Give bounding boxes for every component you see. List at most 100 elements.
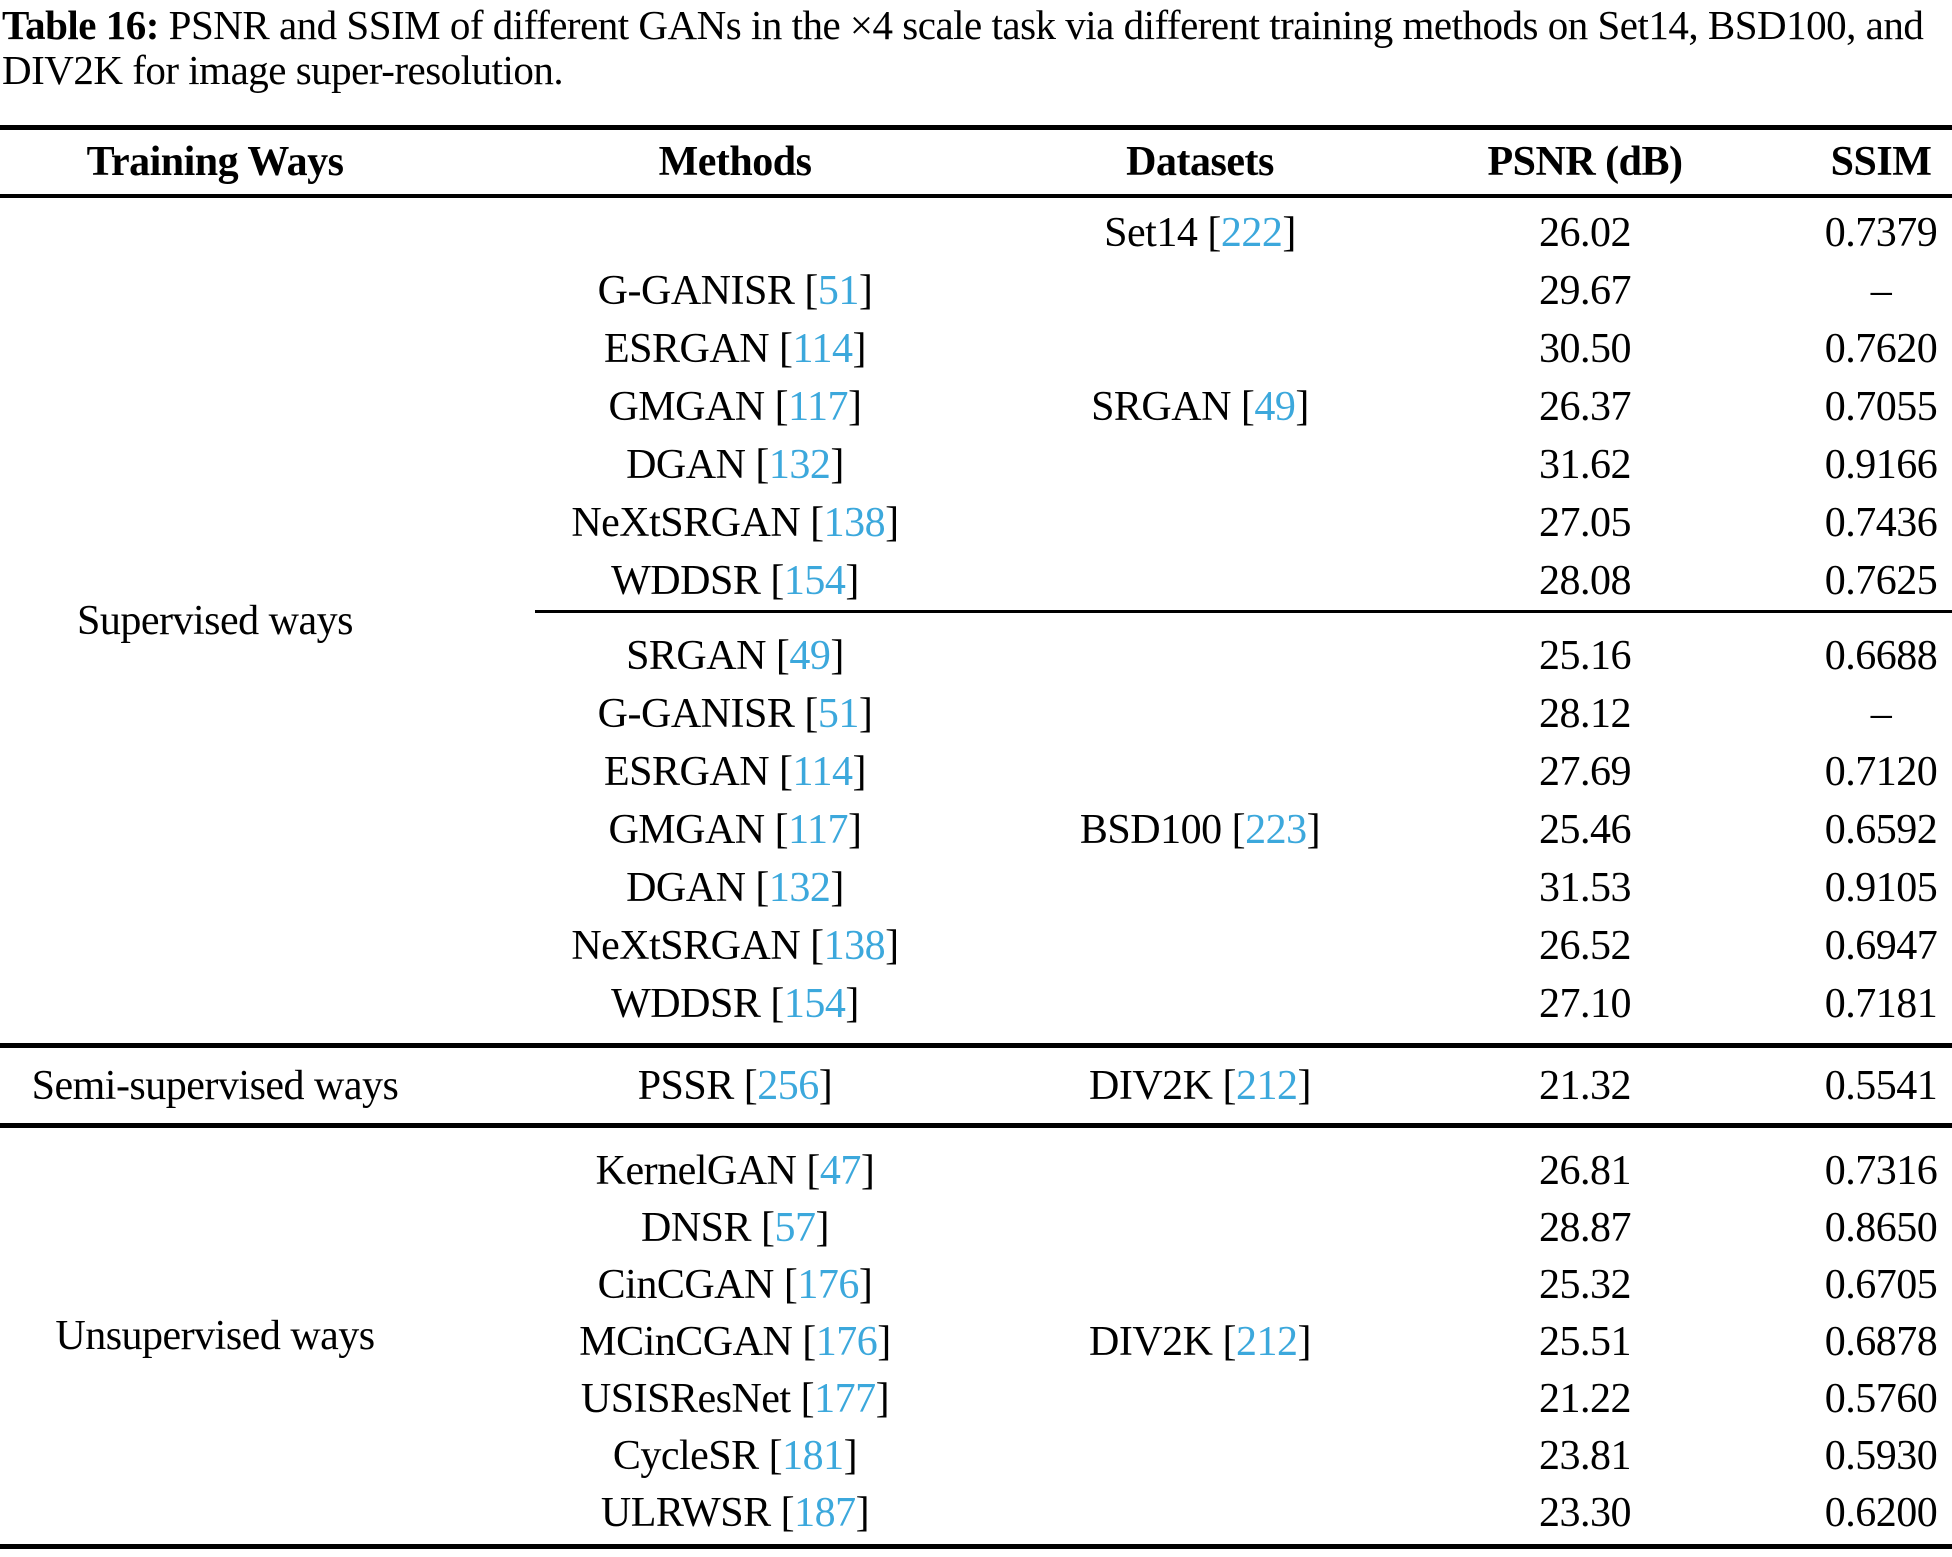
dataset-name: SRGAN [ — [1091, 384, 1255, 430]
citation-link[interactable]: 256 — [757, 1062, 819, 1109]
cell-ssim: 0.5930 — [1824, 1432, 1938, 1479]
citation-link[interactable]: 117 — [788, 807, 849, 853]
cell-dataset — [1040, 1256, 1360, 1313]
citation-link[interactable]: 49 — [1254, 384, 1296, 430]
cell-ssim: 0.7055 — [1824, 384, 1938, 430]
bracket: ] — [845, 981, 859, 1027]
citation-link[interactable]: 212 — [1235, 1318, 1298, 1365]
citation-link[interactable]: 177 — [814, 1375, 876, 1422]
cell-psnr: 29.67 — [1539, 268, 1632, 314]
cell-dataset: DIV2K [212] — [1040, 1048, 1360, 1123]
method-name: CinCGAN [ — [597, 1261, 798, 1308]
citation-link[interactable]: 154 — [783, 981, 846, 1027]
cell-method: SRGAN [49] — [430, 627, 1040, 685]
citation-link[interactable]: 223 — [1245, 807, 1307, 853]
citation-link[interactable]: 57 — [774, 1204, 817, 1251]
cell-dataset — [1040, 1199, 1360, 1256]
cell-method: NeXtSRGAN [138] — [430, 494, 1040, 552]
bracket: ] — [845, 558, 859, 604]
citation-link[interactable]: 176 — [815, 1318, 878, 1365]
section-unsupervised: Unsupervised ways KernelGAN [47] 26.81 0… — [0, 1128, 1952, 1544]
citation-link[interactable]: 117 — [788, 384, 849, 430]
cell-psnr: 25.51 — [1539, 1318, 1632, 1365]
cell-psnr: 28.08 — [1539, 558, 1632, 604]
cell-ssim: 0.6200 — [1824, 1489, 1938, 1536]
bracket: ] — [830, 865, 844, 911]
cell-method: CycleSR [181] — [430, 1427, 1040, 1484]
bracket: ] — [860, 1147, 875, 1194]
cell-ssim: 0.6878 — [1824, 1318, 1938, 1365]
citation-link[interactable]: 132 — [768, 865, 831, 911]
caption-line1: PSNR and SSIM of different GANs in the ×… — [158, 2, 1924, 48]
cell-dataset — [1040, 627, 1360, 685]
citation-link[interactable]: 51 — [817, 268, 860, 314]
cell-dataset — [1040, 1427, 1360, 1484]
cell-method: DNSR [57] — [430, 1199, 1040, 1256]
cell-psnr: 27.69 — [1539, 749, 1632, 795]
cell-psnr: 30.50 — [1539, 326, 1632, 372]
cell-ssim: 0.6688 — [1824, 633, 1938, 679]
cell-method: G-GANISR [51] — [430, 685, 1040, 743]
cell-ssim: 0.5541 — [1824, 1062, 1938, 1109]
bracket: ] — [885, 500, 899, 546]
dataset-name: DIV2K [ — [1089, 1318, 1236, 1365]
cell-dataset — [1040, 1142, 1360, 1199]
citation-link[interactable]: 138 — [823, 923, 886, 969]
cell-dataset: DIV2K [212] — [1040, 1313, 1360, 1370]
method-name: G-GANISR [ — [597, 268, 819, 314]
section-label-unsupervised: Unsupervised ways — [55, 1313, 375, 1359]
cell-dataset — [1040, 262, 1360, 320]
citation-link[interactable]: 47 — [819, 1147, 862, 1194]
header-psnr: PSNR (dB) — [1487, 139, 1683, 185]
section-supervised: Supervised ways Set14 [222] 26.02 0.7379… — [0, 198, 1952, 1043]
method-name: DNSR [ — [640, 1204, 775, 1251]
citation-link[interactable]: 49 — [789, 633, 831, 679]
table-caption: Table 16: PSNR and SSIM of different GAN… — [0, 0, 1952, 93]
method-name: WDDSR [ — [611, 558, 784, 604]
cell-dataset — [1040, 859, 1360, 917]
cell-psnr: 28.12 — [1539, 691, 1632, 737]
citation-link[interactable]: 132 — [768, 442, 831, 488]
citation-link[interactable]: 212 — [1235, 1062, 1298, 1109]
bracket: ] — [1282, 210, 1296, 256]
citation-link[interactable]: 114 — [792, 749, 853, 795]
header-datasets: Datasets — [1126, 139, 1274, 185]
citation-link[interactable]: 138 — [823, 500, 886, 546]
section-rule-1 — [0, 1043, 1952, 1048]
bracket: ] — [852, 749, 866, 795]
citation-link[interactable]: 222 — [1220, 210, 1283, 256]
cell-psnr: 27.10 — [1539, 981, 1632, 1027]
bracket: ] — [877, 1318, 891, 1365]
cell-method: CinCGAN [176] — [430, 1256, 1040, 1313]
cell-ssim: 0.9105 — [1824, 865, 1938, 911]
citation-link[interactable]: 181 — [782, 1432, 844, 1479]
method-name: WDDSR [ — [611, 981, 784, 1027]
citation-link[interactable]: 114 — [792, 326, 853, 372]
cell-psnr: 28.87 — [1539, 1204, 1632, 1251]
cell-dataset: BSD100 [223] — [1040, 801, 1360, 859]
cell-psnr: 27.05 — [1539, 500, 1632, 546]
dataset-name: BSD100 [ — [1079, 807, 1246, 853]
method-name: GMGAN [ — [608, 807, 789, 853]
cell-ssim: 0.7316 — [1824, 1147, 1938, 1194]
bracket: ] — [1297, 1062, 1311, 1109]
table-top-rule — [0, 125, 1952, 130]
cell-method: GMGAN [117] — [430, 801, 1040, 859]
bracket: ] — [1306, 807, 1321, 853]
method-name: NeXtSRGAN [ — [571, 500, 824, 546]
table-bottom-rule — [0, 1544, 1952, 1549]
cell-method — [430, 204, 1040, 262]
cell-psnr: 23.81 — [1539, 1432, 1632, 1479]
cell-dataset — [1040, 494, 1360, 552]
cell-dataset — [1040, 1484, 1360, 1541]
citation-link[interactable]: 176 — [797, 1261, 859, 1308]
citation-link[interactable]: 154 — [783, 558, 846, 604]
group-unsupervised: KernelGAN [47] 26.81 0.7316 DNSR [57] 28… — [430, 1128, 1952, 1544]
cell-psnr: 25.32 — [1539, 1261, 1632, 1308]
method-name: USISResNet [ — [580, 1375, 815, 1422]
bracket: ] — [830, 442, 844, 488]
citation-link[interactable]: 51 — [817, 691, 860, 737]
cell-dataset — [1040, 975, 1360, 1033]
citation-link[interactable]: 187 — [794, 1489, 856, 1536]
